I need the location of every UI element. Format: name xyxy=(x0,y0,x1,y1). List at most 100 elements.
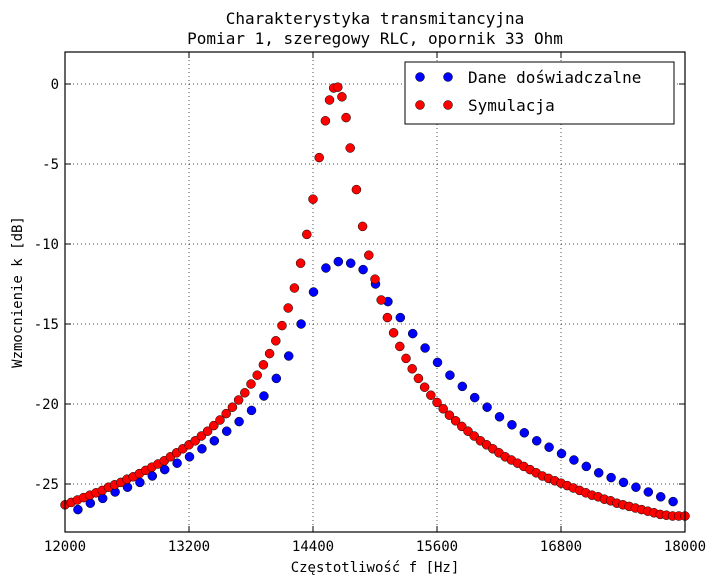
experimental-point xyxy=(333,256,344,267)
legend-label-simulation: Symulacja xyxy=(468,96,555,115)
simulation-point xyxy=(351,184,362,195)
experimental-point xyxy=(469,392,480,403)
experimental-point xyxy=(445,370,455,380)
simulation-point xyxy=(407,364,417,374)
simulation-point xyxy=(302,229,312,240)
plot-frame xyxy=(64,51,686,533)
y-tick-label: 0 xyxy=(51,77,59,93)
experimental-point xyxy=(569,455,579,465)
simulation-point xyxy=(209,420,219,431)
simulation-point xyxy=(341,112,351,123)
data-points xyxy=(60,82,690,521)
simulation-point xyxy=(240,388,250,398)
experimental-point xyxy=(593,468,604,478)
simulation-point xyxy=(432,397,442,408)
simulation-point xyxy=(333,82,343,92)
experimental-point xyxy=(556,448,567,459)
simulation-point xyxy=(444,410,455,420)
experimental-point xyxy=(407,328,418,339)
simulation-point xyxy=(252,370,262,380)
experimental-point xyxy=(358,264,368,275)
simulation-point xyxy=(419,382,430,392)
experimental-point xyxy=(234,416,244,427)
experimental-point xyxy=(209,436,220,446)
simulation-point xyxy=(233,395,244,405)
simulation-point xyxy=(324,95,335,105)
x-tick-label: 15600 xyxy=(416,539,458,555)
experimental-point xyxy=(457,381,468,392)
experimental-point xyxy=(606,472,616,483)
simulation-point xyxy=(357,221,368,232)
legend-marker-experimental xyxy=(415,72,425,82)
simulation-point xyxy=(295,258,306,268)
experimental-point xyxy=(544,442,554,452)
experimental-point xyxy=(494,412,505,422)
chart-subtitle: Pomiar 1, szeregowy RLC, opornik 33 Ohm xyxy=(187,29,563,48)
simulation-point xyxy=(413,373,424,384)
simulation-point xyxy=(227,402,238,412)
simulation-point xyxy=(388,328,399,338)
x-tick-label: 14400 xyxy=(292,539,334,555)
simulation-point xyxy=(277,320,287,331)
experimental-point xyxy=(395,312,406,323)
experimental-point xyxy=(668,496,678,507)
simulation-point xyxy=(426,390,436,400)
simulation-point xyxy=(246,379,256,389)
y-tick-label: -25 xyxy=(34,477,59,493)
y-tick-label: -10 xyxy=(34,237,59,253)
chart-title: Charakterystyka transmitancyjna xyxy=(226,9,525,28)
experimental-point xyxy=(519,428,530,438)
simulation-point xyxy=(314,152,324,163)
y-tick-label: -15 xyxy=(34,317,59,333)
simulation-point xyxy=(395,341,405,352)
simulation-point xyxy=(370,274,380,284)
simulation-point xyxy=(382,312,393,323)
legend: Dane doświadczalne Symulacja xyxy=(404,61,675,125)
experimental-point xyxy=(420,343,430,353)
x-tick-label: 13200 xyxy=(168,539,210,555)
simulation-point xyxy=(364,250,374,260)
legend-marker-simulation xyxy=(443,100,453,110)
experimental-point xyxy=(643,487,654,497)
legend-marker-simulation xyxy=(415,100,425,110)
simulation-point xyxy=(202,426,213,436)
experimental-point xyxy=(221,426,232,436)
simulation-point xyxy=(337,92,347,102)
experimental-point xyxy=(308,287,319,297)
experimental-point xyxy=(531,436,542,446)
y-axis-label: Wzmocnienie k [dB] xyxy=(10,216,26,368)
simulation-point xyxy=(450,416,461,426)
y-tick-label: -5 xyxy=(42,157,59,173)
simulation-point xyxy=(345,143,355,153)
experimental-point xyxy=(172,458,182,468)
simulation-point xyxy=(271,336,281,346)
x-axis-label: Częstotliwość f [Hz] xyxy=(291,560,460,576)
experimental-point xyxy=(271,373,282,384)
y-tick-label: -20 xyxy=(34,397,59,413)
legend-label-experimental: Dane doświadczalne xyxy=(468,68,641,87)
simulation-point xyxy=(264,348,275,359)
experimental-point xyxy=(618,477,629,488)
x-tick-label: 12000 xyxy=(44,539,86,555)
legend-box xyxy=(404,61,675,125)
simulation-point xyxy=(401,353,411,364)
simulation-point xyxy=(215,415,225,425)
experimental-point xyxy=(507,420,517,430)
simulation-point xyxy=(308,194,318,204)
experimental-point xyxy=(655,492,666,502)
experimental-point xyxy=(321,263,331,273)
x-tick-label: 16800 xyxy=(540,539,582,555)
experimental-point xyxy=(345,258,356,268)
experimental-point xyxy=(197,444,207,454)
experimental-point xyxy=(432,357,443,368)
experimental-point xyxy=(73,504,83,515)
x-tick-label: 18000 xyxy=(664,539,706,555)
experimental-point xyxy=(581,461,592,472)
simulation-point xyxy=(320,116,331,126)
legend-marker-experimental xyxy=(443,72,453,82)
tick-labels: 12000 13200 14400 15600 16800 18000 0 -5 -10 -15 -… xyxy=(34,77,706,555)
simulation-point xyxy=(258,360,269,370)
experimental-point xyxy=(184,452,195,462)
experimental-point xyxy=(296,319,306,329)
